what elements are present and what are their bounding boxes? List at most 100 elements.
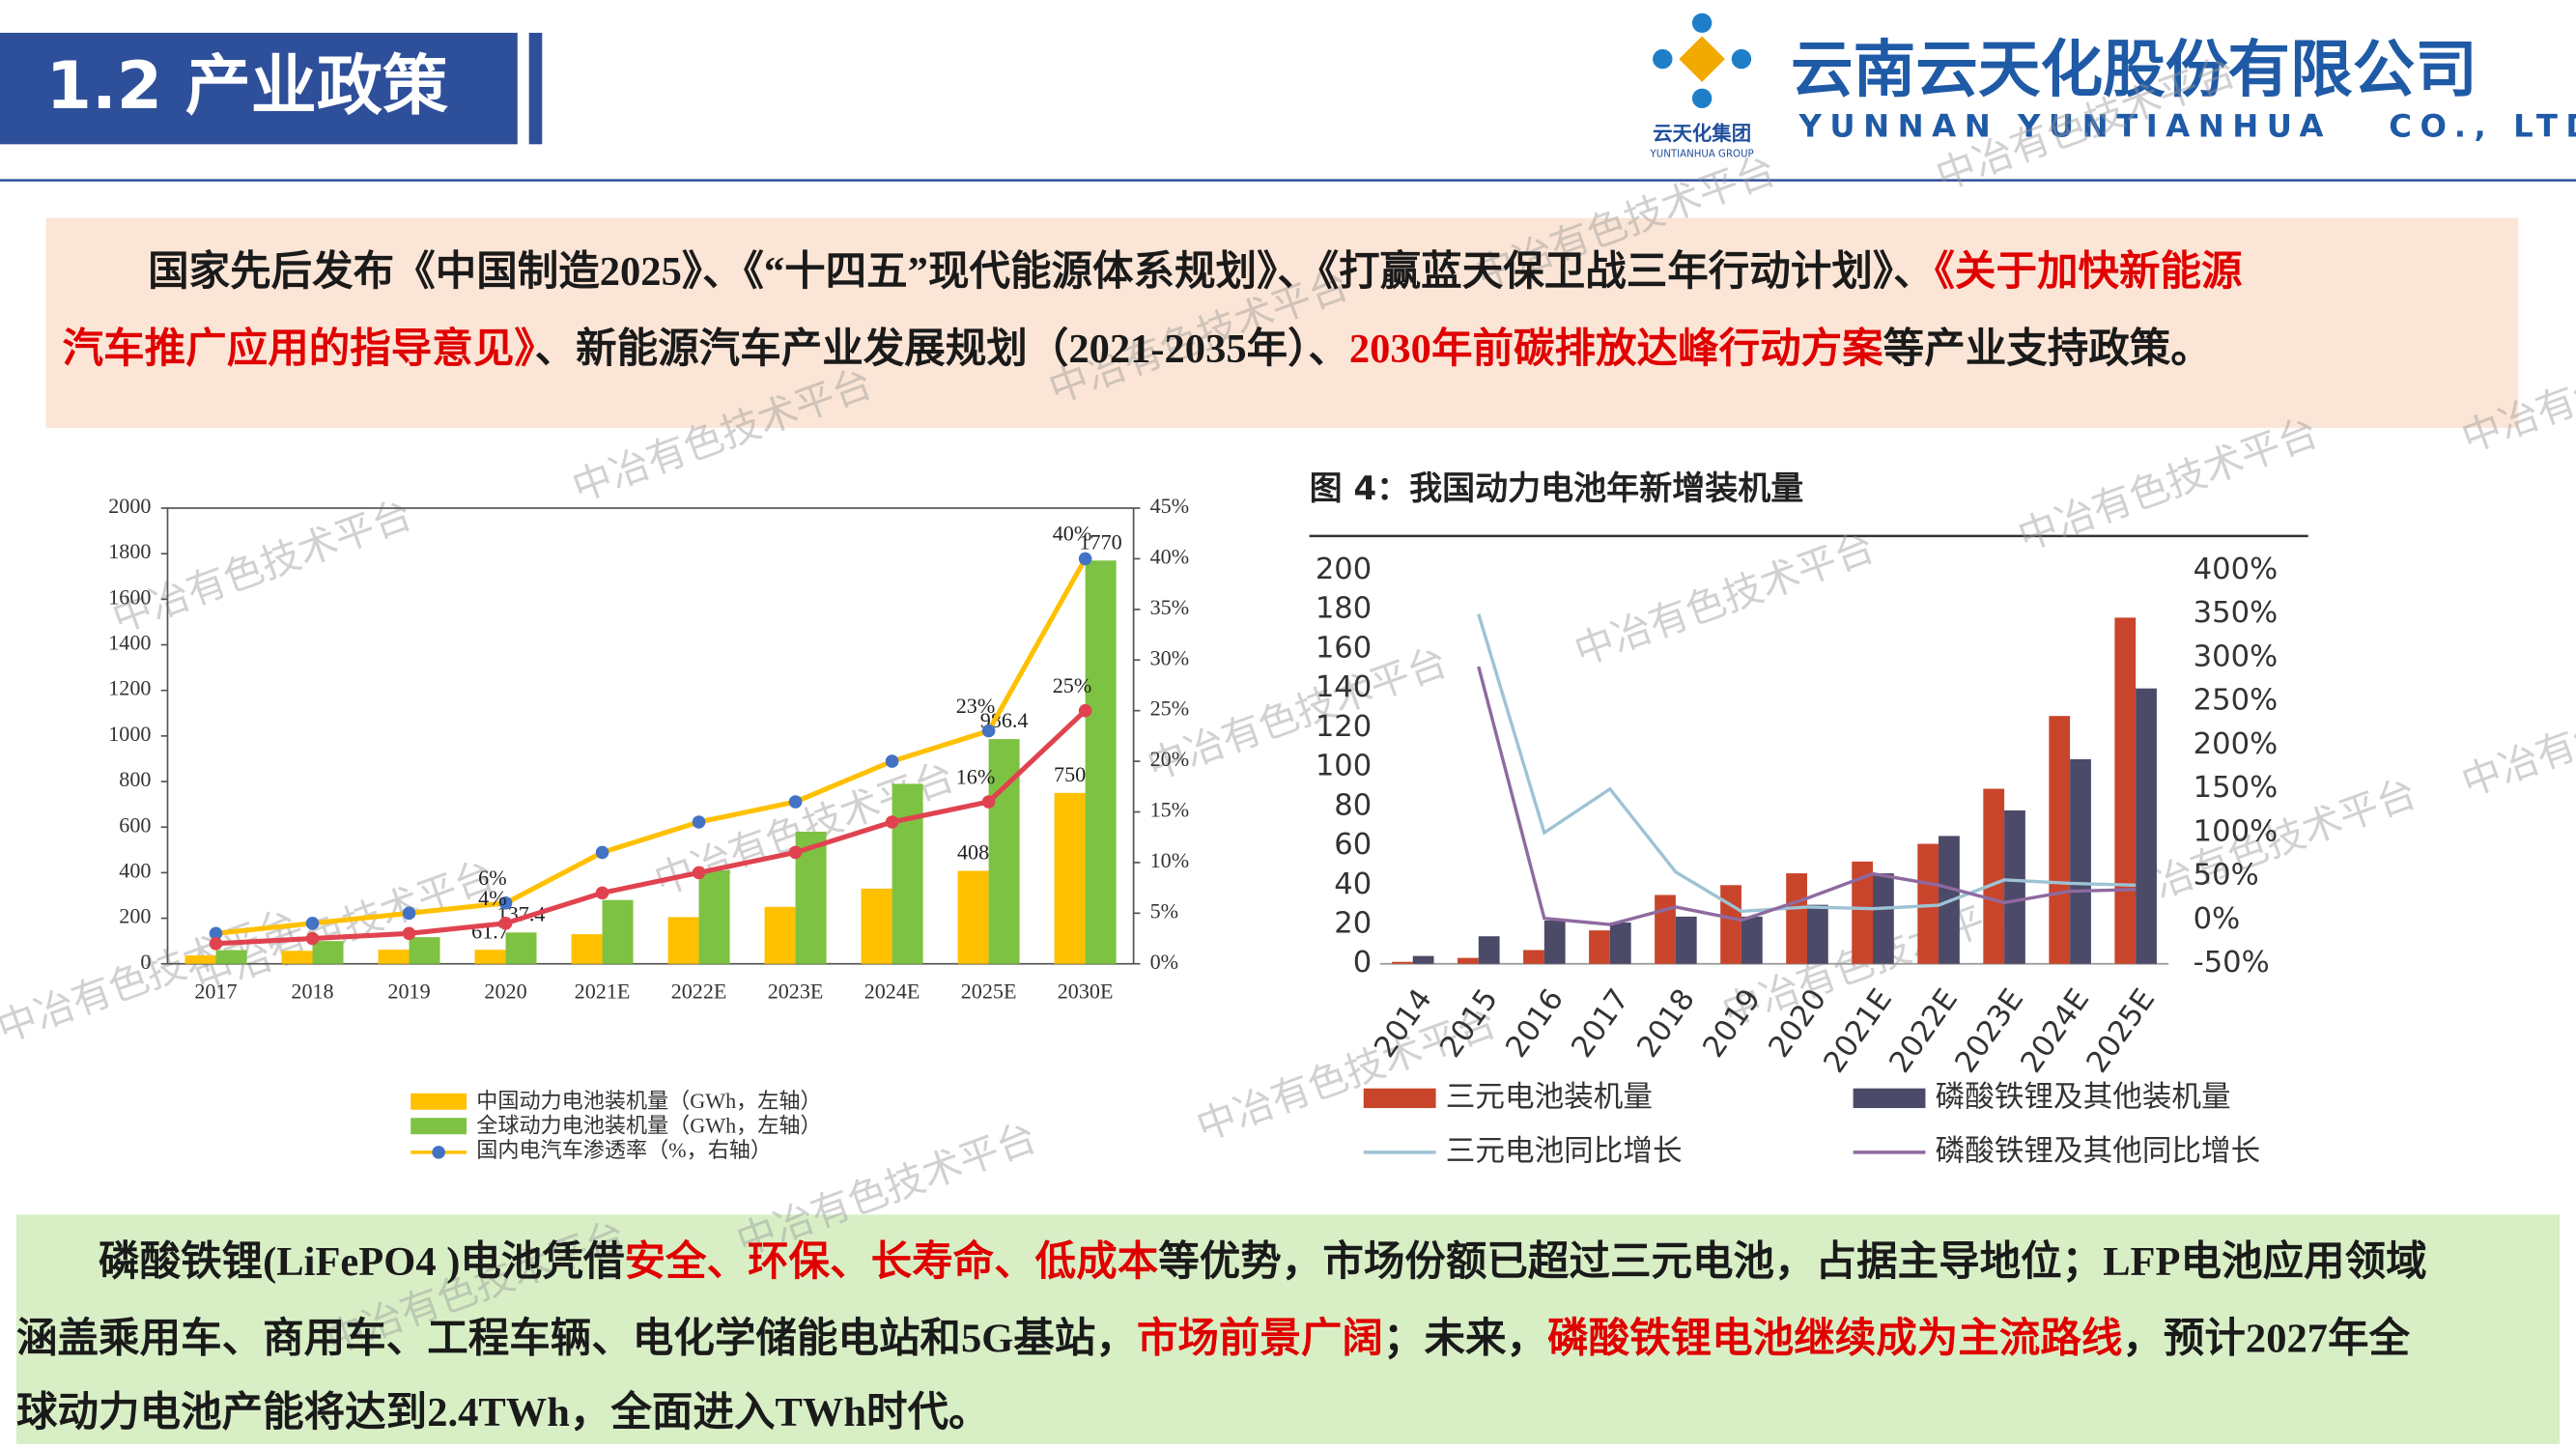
bar — [698, 870, 730, 964]
line-marker — [402, 926, 416, 941]
bar — [2004, 810, 2025, 964]
line-marker — [692, 815, 706, 829]
bar — [312, 941, 344, 964]
legend-label: 国内电汽车渗透率（%，右轴） — [476, 1138, 772, 1162]
y-tick-label: 180 — [1316, 592, 1372, 626]
line-marker — [885, 815, 899, 829]
data-label: 6% — [478, 866, 506, 890]
x-tick-label: 2025E — [961, 979, 1017, 1003]
bar — [1786, 873, 1807, 964]
y-tick-label: 200 — [1316, 553, 1372, 586]
x-tick-label: 2023E — [1949, 983, 2030, 1079]
y-tick-label: 250% — [2194, 684, 2278, 718]
text-run: 等优势，市场份额已超过三元电池，占据主导地位；LFP电池应用领域 — [1158, 1239, 2426, 1285]
bar — [1478, 936, 1500, 964]
chart-title: 图 4：我国动力电池年新增装机量 — [1310, 469, 1804, 508]
line-marker — [209, 926, 223, 941]
data-label: 40% — [1053, 522, 1092, 546]
bar — [378, 950, 410, 964]
y-tick-label: 15% — [1150, 798, 1190, 822]
bar — [957, 870, 989, 964]
legend-label: 三元电池装机量 — [1446, 1080, 1653, 1114]
y-tick-label: 1600 — [108, 584, 151, 609]
bar — [1085, 560, 1117, 964]
conclusion-box — [16, 1214, 2560, 1444]
y-tick-label: 0% — [1150, 950, 1178, 974]
x-tick-label: 2025E — [2081, 983, 2162, 1079]
y-tick-label: -50% — [2194, 946, 2270, 980]
y-tick-label: 350% — [2194, 596, 2278, 630]
paragraph-line: 球动力电池产能将达到2.4TWh，全面进入TWh时代。 — [16, 1389, 990, 1435]
y-tick-label: 400% — [2194, 553, 2278, 586]
y-tick-label: 120 — [1316, 710, 1372, 744]
line-marker — [595, 845, 609, 860]
bar — [2136, 688, 2157, 964]
bar — [1983, 788, 2005, 964]
line-marker — [885, 754, 899, 768]
text-run: 、新能源汽车产业发展规划（2021-2035年）、 — [535, 327, 1349, 372]
text-run: 2030年前碳排放达峰行动方案 — [1349, 327, 1883, 372]
y-tick-label: 5% — [1150, 898, 1178, 923]
data-label: 4% — [478, 886, 506, 910]
x-tick-label: 2019 — [387, 979, 430, 1003]
logo — [1653, 13, 1752, 108]
text-run: 磷酸铁锂(LiFePO4 )电池凭借 — [99, 1239, 624, 1285]
watermark: 中冶有色技术平台 — [2012, 409, 2324, 559]
line-marker — [402, 906, 416, 921]
bar — [2049, 716, 2071, 964]
y-tick-label: 25% — [1150, 696, 1190, 721]
bar — [1412, 955, 1434, 964]
bar — [892, 783, 923, 964]
line-marker — [788, 795, 803, 809]
x-tick-label: 2017 — [194, 979, 237, 1003]
line — [215, 708, 1088, 947]
y-tick-label: 100% — [2194, 815, 2278, 849]
y-tick-label: 1000 — [108, 722, 151, 746]
section-bar — [528, 32, 543, 145]
section-box — [0, 32, 518, 145]
data-label: 408 — [957, 840, 989, 865]
x-tick-label: 2024E — [2015, 983, 2096, 1079]
y-tick-label: 35% — [1150, 595, 1190, 619]
bar — [505, 932, 537, 964]
intro-box — [45, 217, 2519, 428]
bar — [2070, 758, 2091, 964]
y-tick-label: 60 — [1334, 828, 1372, 862]
x-tick-label: 2020 — [484, 979, 526, 1003]
y-tick-label: 150% — [2194, 771, 2278, 805]
paragraph-line: 涵盖乘用车、商用车、工程车辆、电化学储能电站和5G基站，市场前景广阔；未来，磷酸… — [16, 1315, 2411, 1361]
bar — [1458, 957, 1479, 964]
line-marker — [692, 866, 706, 880]
text-run: 汽车推广应用的指导意见》 — [63, 327, 535, 372]
y-tick-label: 100 — [1316, 750, 1372, 783]
y-tick-label: 200 — [119, 904, 151, 928]
text-run: 涵盖乘用车、商用车、工程车辆、电化学储能电站和5G基站， — [16, 1315, 1137, 1361]
legend-swatch — [410, 1093, 467, 1110]
line-marker — [498, 917, 513, 930]
legend-label: 全球动力电池装机量（GWh，左轴） — [476, 1114, 821, 1138]
text-run: 安全、环保、长寿命、低成本 — [624, 1238, 1158, 1285]
text-run: 市场前景广阔 — [1137, 1316, 1383, 1361]
text-run: 国家先后发布《中国制造2025》、《“十四五”现代能源体系规划》、《打赢蓝天保卫… — [148, 249, 1935, 295]
line-marker — [1078, 703, 1092, 718]
y-tick-label: 800 — [119, 767, 151, 791]
line-marker — [305, 931, 320, 946]
bar — [1675, 916, 1697, 964]
legend-swatch — [410, 1118, 467, 1135]
watermark: 中冶有色技术平台 — [106, 491, 418, 641]
x-tick-label: 2030E — [1058, 979, 1114, 1003]
bar — [1741, 916, 1763, 964]
y-tick-label: 2000 — [108, 494, 151, 518]
y-tick-label: 1800 — [108, 539, 151, 563]
paragraph-line: 国家先后发布《中国制造2025》、《“十四五”现代能源体系规划》、《打赢蓝天保卫… — [148, 249, 2242, 295]
bar — [1391, 961, 1413, 964]
section-title: 1.2 产业政策 — [46, 48, 448, 125]
line-marker — [209, 936, 223, 951]
watermark: 中冶有色技术平台 — [2455, 655, 2576, 806]
y-tick-label: 1200 — [108, 676, 151, 700]
y-tick-label: 140 — [1316, 670, 1372, 704]
bar — [409, 937, 440, 964]
line-marker — [981, 724, 996, 738]
line — [1477, 666, 2137, 926]
